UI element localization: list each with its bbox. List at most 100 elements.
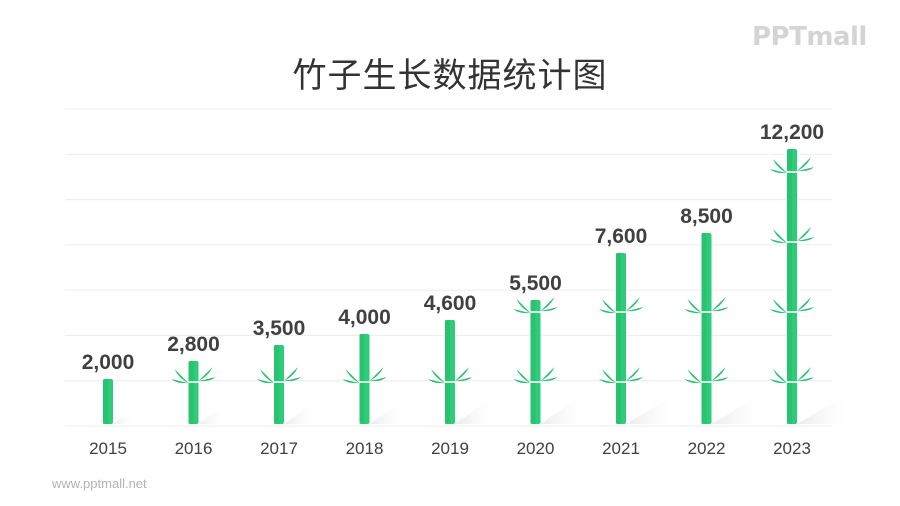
bamboo-bar — [770, 149, 853, 424]
leaf-icon — [797, 237, 814, 242]
leaf-icon — [797, 227, 811, 241]
x-axis-labels: 2015 2016 2017 2018 2019 2020 2021 2022 2023 — [89, 439, 811, 458]
leaf-icon — [770, 309, 787, 314]
x-tick-label: 2015 — [89, 439, 127, 458]
leaf-icon — [602, 369, 616, 383]
x-tick-label: 2021 — [602, 439, 640, 458]
leaf-icon — [540, 377, 558, 382]
bamboo-node — [359, 381, 370, 383]
chart-title: 竹子生长数据统计图 — [292, 56, 608, 96]
leaf-icon — [626, 307, 643, 312]
x-tick-label: 2019 — [431, 439, 469, 458]
leaf-icon — [516, 369, 531, 383]
leaf-icon — [257, 379, 274, 384]
leaf-icon — [431, 369, 445, 383]
bamboo-bar — [171, 361, 227, 424]
leaf-icon — [684, 309, 702, 314]
x-tick-label: 2020 — [517, 439, 555, 458]
leaf-icon — [711, 367, 726, 381]
leaf-icon — [284, 377, 301, 382]
leaf-icon — [797, 157, 811, 171]
leaf-icon — [773, 369, 787, 383]
bamboo-node — [787, 241, 797, 243]
bamboo-stalk — [103, 379, 113, 424]
bamboo-stalk — [445, 320, 455, 424]
value-label: 2,000 — [82, 351, 135, 374]
bamboo-node — [530, 381, 541, 383]
leaf-icon — [626, 297, 640, 311]
bamboo-stalk — [188, 361, 199, 424]
leaf-icon — [711, 297, 726, 311]
value-label: 4,600 — [424, 292, 477, 315]
brand-logo: PPTmall — [752, 22, 867, 52]
leaf-icon — [770, 169, 787, 174]
leaf-icon — [260, 369, 274, 383]
value-label: 8,500 — [680, 205, 733, 228]
leaf-icon — [687, 299, 702, 313]
leaf-icon — [626, 377, 643, 382]
value-label: 2,800 — [167, 333, 220, 356]
leaf-icon — [174, 369, 189, 383]
leaf-icon — [711, 307, 729, 312]
leaf-icon — [516, 299, 531, 313]
value-label: 4,000 — [338, 306, 391, 329]
leaf-icon — [540, 307, 558, 312]
leaf-icon — [773, 299, 787, 313]
leaf-icon — [687, 369, 702, 383]
footer-url: www.pptmall.net — [52, 476, 147, 491]
leaf-icon — [626, 367, 640, 381]
leaf-icon — [513, 309, 531, 314]
leaf-icon — [797, 167, 814, 172]
bamboo-node — [787, 171, 797, 173]
bamboo-bars — [103, 149, 853, 424]
bamboo-bar — [428, 320, 498, 424]
leaf-icon — [198, 367, 213, 381]
bamboo-node — [616, 381, 626, 383]
bamboo-node — [530, 311, 541, 313]
bamboo-bar — [684, 233, 768, 424]
bamboo-stalk — [359, 334, 370, 424]
bamboo-bar — [103, 379, 135, 424]
leaf-icon — [513, 379, 531, 384]
leaf-icon — [455, 377, 472, 382]
leaf-icon — [684, 379, 702, 384]
value-label: 5,500 — [509, 272, 562, 295]
leaf-icon — [797, 377, 814, 382]
leaf-icon — [711, 377, 729, 382]
bamboo-bar — [513, 297, 590, 424]
bamboo-node — [188, 381, 199, 383]
leaf-icon — [797, 307, 814, 312]
x-tick-label: 2017 — [260, 439, 298, 458]
leaf-icon — [540, 367, 555, 381]
leaf-icon — [770, 239, 787, 244]
leaf-icon — [797, 297, 811, 311]
leaf-icon — [770, 379, 787, 384]
leaf-icon — [773, 159, 787, 173]
bamboo-node — [787, 381, 797, 383]
bamboo-bar — [599, 253, 682, 424]
value-label: 12,200 — [760, 121, 824, 144]
leaf-icon — [599, 379, 616, 384]
x-tick-label: 2016 — [175, 439, 213, 458]
leaf-icon — [345, 369, 360, 383]
bamboo-node — [787, 311, 797, 313]
bamboo-bar — [257, 345, 318, 424]
value-label: 7,600 — [595, 225, 648, 248]
bamboo-stalk — [701, 233, 712, 424]
bamboo-stalk — [530, 300, 541, 424]
leaf-icon — [599, 309, 616, 314]
leaf-icon — [540, 297, 555, 311]
bamboo-stalk — [274, 345, 284, 424]
bamboo-node — [274, 381, 284, 383]
leaf-icon — [369, 377, 387, 382]
leaf-icon — [284, 367, 298, 381]
leaf-icon — [342, 379, 360, 384]
leaf-icon — [198, 377, 216, 382]
bamboo-node — [701, 311, 712, 313]
leaf-icon — [455, 367, 469, 381]
x-tick-label: 2018 — [346, 439, 384, 458]
value-labels: 2,000 2,800 3,500 4,000 4,600 5,500 7,600 8,500… — [82, 121, 824, 374]
x-tick-label: 2022 — [688, 439, 726, 458]
leaf-icon — [428, 379, 445, 384]
